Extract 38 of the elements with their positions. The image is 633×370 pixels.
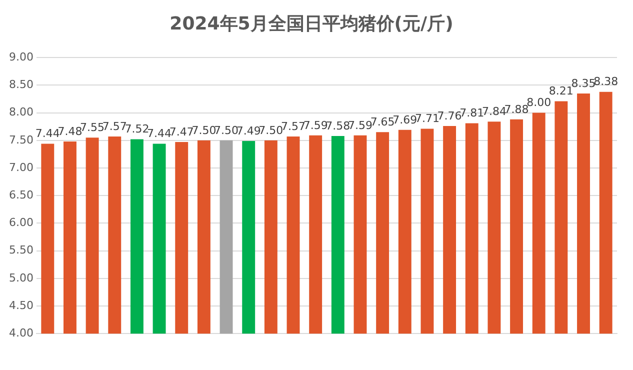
data-label: 7.49 (236, 124, 261, 138)
y-tick-label: 4.00 (8, 326, 34, 340)
chart-title: 2024年5月全国日平均猪价(元/斤) (170, 13, 454, 34)
data-label: 7.58 (326, 119, 350, 132)
data-label: 7.57 (281, 120, 306, 133)
data-label: 7.52 (124, 122, 150, 136)
data-label: 8.35 (571, 76, 596, 90)
y-tick-label: 5.00 (8, 271, 34, 284)
data-label: 7.59 (303, 118, 328, 132)
data-label: 8.00 (526, 96, 552, 110)
data-label: 7.59 (348, 118, 372, 132)
y-tick-label: 4.50 (8, 298, 34, 312)
data-label: 7.50 (192, 124, 216, 137)
data-label: 7.76 (437, 109, 462, 122)
data-label: 7.65 (370, 115, 395, 128)
y-tick-label: 5.50 (8, 244, 34, 257)
y-tick-label: 7.50 (8, 133, 34, 146)
data-label: 8.21 (548, 84, 574, 98)
y-tick-label: 9.00 (8, 50, 34, 64)
data-label: 7.44 (147, 127, 172, 140)
data-label: 7.48 (58, 124, 82, 138)
data-label: 7.57 (102, 120, 127, 133)
data-label: 8.38 (594, 75, 618, 88)
data-label: 7.50 (258, 124, 284, 137)
data-label: 7.47 (169, 125, 194, 138)
data-label: 7.71 (414, 112, 440, 126)
data-label: 7.69 (392, 113, 418, 126)
y-tick-label: 8.00 (8, 106, 34, 119)
y-tick-label: 6.50 (8, 188, 34, 202)
data-label: 7.88 (504, 102, 529, 116)
y-tick-label: 7.00 (8, 160, 34, 174)
y-tick-label: 8.50 (8, 78, 34, 92)
data-label: 7.84 (482, 104, 506, 118)
data-label: 7.50 (214, 124, 239, 137)
data-label: 7.81 (460, 106, 484, 120)
y-tick-label: 6.00 (8, 216, 34, 230)
data-label: 7.44 (35, 127, 60, 140)
data-label: 7.55 (80, 121, 105, 134)
